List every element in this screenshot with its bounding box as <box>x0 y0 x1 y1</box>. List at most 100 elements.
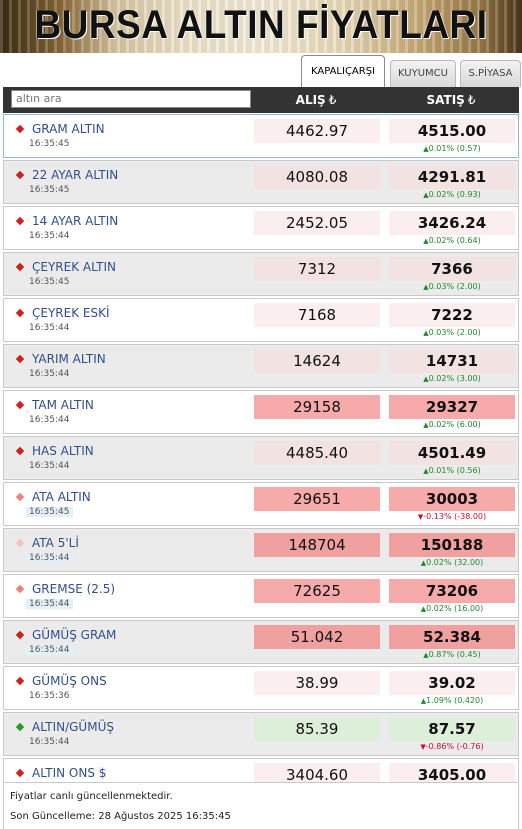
arrow-up-icon: ▲ <box>423 237 429 245</box>
arrow-up-icon: ▲ <box>420 559 427 567</box>
tab-kuyumcu[interactable]: KUYUMCU <box>390 60 456 87</box>
table-row[interactable]: ÇEYREK ALTIN 16:35:45 7312 7366 ▲0.03% (2.00… <box>3 252 519 296</box>
table-row[interactable]: TAM ALTIN 16:35:44 29158 29327 ▲0.02% (6.00) <box>3 390 519 434</box>
change-amount: (0.93) <box>456 190 481 199</box>
change-indicator: ▼-0.13% (-38.00) <box>389 512 515 521</box>
sell-price: 87.57 <box>389 717 515 741</box>
buy-label: ALIŞ <box>295 93 326 107</box>
update-time: 16:35:45 <box>29 185 70 195</box>
item-name[interactable]: GREMSE (2.5) <box>32 582 116 596</box>
lira-icon: ₺ <box>467 93 476 107</box>
update-time: 16:35:45 <box>26 507 74 517</box>
sell-price: 3426.24 <box>389 211 515 235</box>
sell-price: 7366 <box>389 257 515 281</box>
table-row[interactable]: GÜMÜŞ ONS 16:35:36 38.99 39.02 ▲1.09% (0.420… <box>3 666 519 710</box>
search-input[interactable] <box>11 90 251 108</box>
update-time: 16:35:44 <box>26 599 74 609</box>
price-table: GRAM ALTIN 16:35:45 4462.97 4515.00 ▲0.01% (… <box>3 114 519 804</box>
item-name[interactable]: ATA 5'Lİ <box>32 536 79 550</box>
table-row[interactable]: ATA ALTIN 16:35:45 29651 30003 ▼-0.13% (-38.… <box>3 482 519 526</box>
change-indicator: ▲0.03% (2.00) <box>389 328 515 337</box>
pink-diamond-icon <box>15 584 25 594</box>
change-percent: 0.02% <box>428 190 455 199</box>
buy-price: 14624 <box>254 349 380 373</box>
table-row[interactable]: YARIM ALTIN 16:35:44 14624 14731 ▲0.02% (3.0… <box>3 344 519 388</box>
table-row[interactable]: ALTIN/GÜMÜŞ 16:35:44 85.39 87.57 ▼-0.86% (-0… <box>3 712 519 756</box>
table-row[interactable]: GRAM ALTIN 16:35:45 4462.97 4515.00 ▲0.01% (… <box>3 114 519 158</box>
arrow-up-icon: ▲ <box>423 145 429 153</box>
arrow-up-icon: ▲ <box>423 329 429 337</box>
change-percent: 0.03% <box>428 328 455 337</box>
table-row[interactable]: GREMSE (2.5) 16:35:44 72625 73206 ▲0.02% (16… <box>3 574 519 618</box>
table-row[interactable]: GÜMÜŞ GRAM 16:35:44 51.042 52.384 ▲0.87% (0.… <box>3 620 519 664</box>
change-indicator: ▲0.03% (2.00) <box>389 282 515 291</box>
update-time: 16:35:36 <box>29 691 70 701</box>
change-percent: 0.02% <box>426 558 452 567</box>
change-percent: 0.02% <box>426 604 452 613</box>
item-name[interactable]: YARIM ALTIN <box>32 352 106 366</box>
tab-kapalicarsi[interactable]: KAPALIÇARŞI <box>301 55 385 87</box>
arrow-down-icon: ▼ <box>417 513 424 521</box>
buy-price: 4462.97 <box>254 119 380 143</box>
change-amount: (16.00) <box>454 604 484 613</box>
item-name[interactable]: ATA ALTIN <box>32 490 91 504</box>
arrow-down-icon: ▼ <box>420 743 426 751</box>
item-name[interactable]: ÇEYREK ALTIN <box>32 260 116 274</box>
sell-price: 29327 <box>389 395 515 419</box>
item-name[interactable]: 14 AYAR ALTIN <box>32 214 119 228</box>
item-name[interactable]: ALTIN ONS $ <box>32 766 107 780</box>
update-time: 16:35:44 <box>29 461 70 471</box>
buy-price: 29158 <box>254 395 380 419</box>
item-name[interactable]: ALTIN/GÜMÜŞ <box>32 720 114 734</box>
change-amount: (3.00) <box>456 374 481 383</box>
red-diamond-icon <box>15 400 25 410</box>
update-time: 16:35:44 <box>29 737 70 747</box>
table-row[interactable]: 22 AYAR ALTIN 16:35:45 4080.08 4291.81 ▲0.02… <box>3 160 519 204</box>
update-time: 16:35:44 <box>26 553 74 563</box>
change-amount: (32.00) <box>454 558 484 567</box>
arrow-up-icon: ▲ <box>423 421 429 429</box>
buy-price: 4080.08 <box>254 165 380 189</box>
item-name[interactable]: ÇEYREK ESKİ <box>32 306 110 320</box>
change-percent: 0.03% <box>428 282 455 291</box>
sell-price: 4501.49 <box>389 441 515 465</box>
last-update: Son Güncelleme: 28 Ağustos 2025 16:35:45 <box>10 811 231 822</box>
change-amount: (-0.76) <box>456 742 484 751</box>
item-name[interactable]: HAS ALTIN <box>32 444 94 458</box>
arrow-up-icon: ▲ <box>423 467 429 475</box>
item-name[interactable]: GRAM ALTIN <box>32 122 105 136</box>
tab-spiyasa[interactable]: S.PİYASA <box>460 60 521 87</box>
table-header: ALIŞ₺ SATIŞ₺ <box>3 87 519 113</box>
red-diamond-icon <box>15 262 25 272</box>
green-diamond-icon <box>15 722 25 732</box>
buy-price: 38.99 <box>254 671 380 695</box>
sell-label: SATIŞ <box>426 93 465 107</box>
table-row[interactable]: ATA 5'Lİ 16:35:44 148704 150188 ▲0.02% (32.0… <box>3 528 519 572</box>
item-name[interactable]: GÜMÜŞ GRAM <box>32 628 117 642</box>
buy-price: 29651 <box>254 487 380 511</box>
table-row[interactable]: 14 AYAR ALTIN 16:35:44 2452.05 3426.24 ▲0.02… <box>3 206 519 250</box>
sell-price: 52.384 <box>389 625 515 649</box>
red-diamond-icon <box>15 354 25 364</box>
sell-price: 73206 <box>389 579 515 603</box>
item-name[interactable]: 22 AYAR ALTIN <box>32 168 119 182</box>
change-indicator: ▲0.87% (0.45) <box>389 650 515 659</box>
update-time: 16:35:45 <box>29 139 70 149</box>
arrow-up-icon: ▲ <box>420 605 427 613</box>
buy-price: 85.39 <box>254 717 380 741</box>
update-time: 16:35:44 <box>29 369 70 379</box>
table-row[interactable]: ÇEYREK ESKİ 16:35:44 7168 7222 ▲0.03% (2.00) <box>3 298 519 342</box>
change-indicator: ▲1.09% (0.420) <box>389 696 515 705</box>
change-percent: 0.01% <box>428 466 455 475</box>
item-name[interactable]: GÜMÜŞ ONS <box>32 674 107 688</box>
item-name[interactable]: TAM ALTIN <box>32 398 94 412</box>
change-indicator: ▲0.02% (0.64) <box>389 236 515 245</box>
live-update-text: Fiyatlar canlı güncellenmektedir. <box>10 791 173 802</box>
change-percent: -0.13% <box>423 512 452 521</box>
red-diamond-icon <box>15 216 25 226</box>
table-row[interactable]: HAS ALTIN 16:35:44 4485.40 4501.49 ▲0.01% (0… <box>3 436 519 480</box>
change-indicator: ▲0.01% (0.56) <box>389 466 515 475</box>
change-amount: (0.64) <box>456 236 481 245</box>
red-diamond-icon <box>15 308 25 318</box>
sell-price: 30003 <box>389 487 515 511</box>
